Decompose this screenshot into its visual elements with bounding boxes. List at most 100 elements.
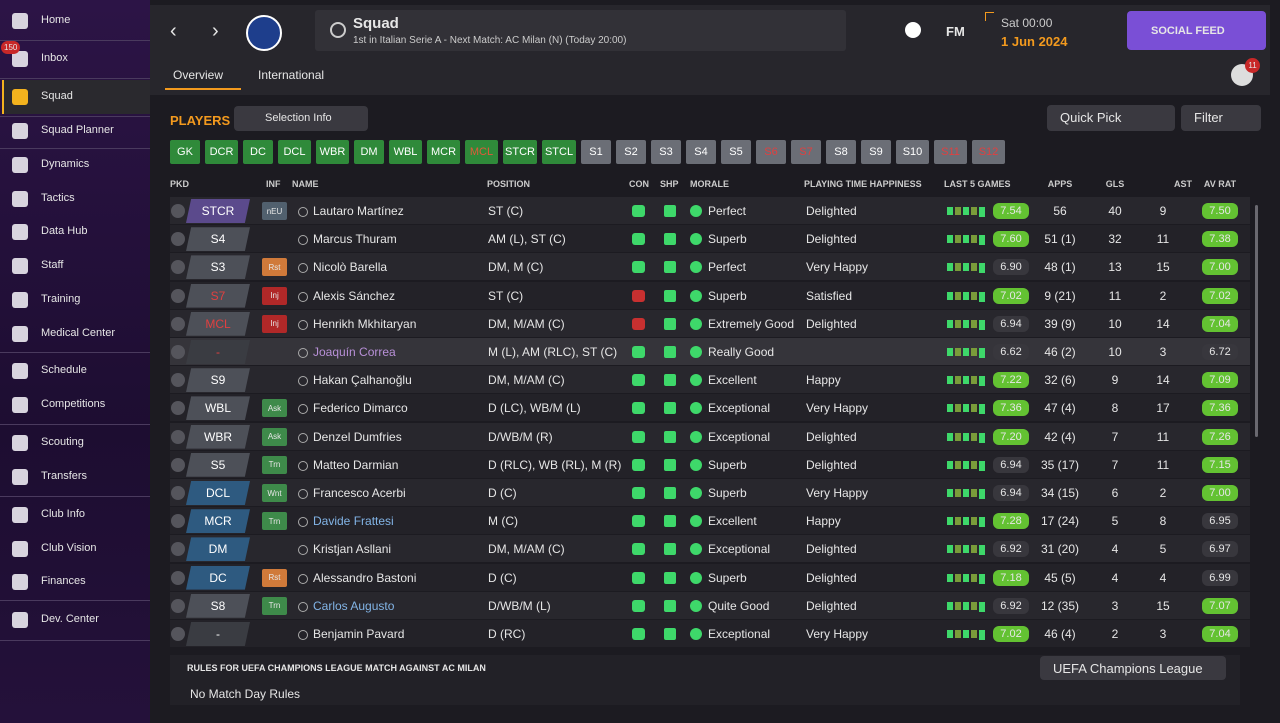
nav-item[interactable]: Schedule [41, 364, 87, 376]
position-button[interactable]: GK [170, 140, 200, 164]
position-button[interactable]: DM [354, 140, 384, 164]
nav-item[interactable]: Dev. Center [41, 613, 99, 625]
player-name[interactable]: Davide Frattesi [313, 514, 394, 529]
nav-item[interactable]: Club Vision [41, 542, 97, 554]
pkd-selector[interactable]: S4 [186, 227, 250, 252]
nav-item[interactable]: Training [41, 293, 81, 305]
position-button[interactable]: S10 [896, 140, 929, 164]
player-name[interactable]: Denzel Dumfries [313, 429, 402, 444]
position-button[interactable]: DC [243, 140, 273, 164]
table-row[interactable] [170, 535, 1250, 563]
nav-item[interactable]: Medical Center [41, 327, 115, 339]
pkd-selector[interactable]: S5 [186, 452, 250, 477]
table-row[interactable] [170, 591, 1250, 619]
position-button[interactable]: WBR [316, 140, 349, 164]
player-name[interactable]: Francesco Acerbi [313, 486, 406, 500]
column-header[interactable]: AV RAT [1203, 179, 1237, 189]
player-name[interactable]: Henrikh Mkhitaryan [313, 316, 417, 331]
position-button[interactable]: WBL [389, 140, 422, 164]
column-header[interactable]: POSITION [487, 179, 531, 189]
column-header[interactable]: INF [266, 179, 281, 189]
game-date[interactable]: 1 Jun 2024 [1001, 34, 1068, 49]
position-button[interactable]: S3 [651, 140, 681, 164]
position-button[interactable]: S1 [581, 140, 611, 164]
pkd-selector[interactable]: STCR [186, 199, 250, 223]
position-button[interactable]: S12 [972, 140, 1005, 164]
player-name[interactable]: Kristjan Asllani [313, 542, 392, 557]
position-button[interactable]: S9 [861, 140, 891, 164]
player-name[interactable]: Marcus Thuram [313, 232, 397, 247]
pkd-selector[interactable]: S9 [186, 368, 250, 393]
filter-button[interactable] [1181, 105, 1261, 131]
player-name[interactable]: Joaquín Correa [313, 345, 396, 359]
player-name[interactable]: Nicolò Barella [313, 260, 388, 275]
column-header[interactable]: APPS [1047, 179, 1073, 189]
player-name[interactable]: Lautaro Martínez [313, 204, 404, 218]
position-button[interactable]: MCR [427, 140, 460, 164]
position-button[interactable]: DCL [278, 140, 311, 164]
fm-menu[interactable]: FM [946, 24, 965, 39]
position-button[interactable]: S8 [826, 140, 856, 164]
nav-item[interactable]: Squad [41, 90, 73, 102]
tab-international[interactable]: International [258, 68, 325, 82]
nav-item[interactable]: Club Info [41, 508, 86, 520]
table-row[interactable] [170, 337, 1250, 366]
position-button[interactable]: DCR [205, 140, 238, 164]
pkd-selector[interactable]: WBL [186, 396, 250, 421]
social-feed-button[interactable] [1127, 11, 1266, 50]
pkd-selector[interactable]: S7 [186, 283, 250, 308]
table-row[interactable] [170, 196, 1250, 225]
table-row[interactable] [170, 253, 1250, 281]
table-row[interactable] [170, 281, 1250, 309]
table-row[interactable] [170, 450, 1250, 478]
table-row[interactable] [170, 478, 1250, 507]
table-row[interactable] [170, 422, 1250, 450]
player-name[interactable]: Alessandro Bastoni [313, 570, 417, 585]
table-row[interactable] [170, 225, 1250, 253]
nav-item[interactable]: Transfers [41, 470, 88, 482]
position-button[interactable]: S5 [721, 140, 751, 164]
nav-item[interactable]: Scouting [41, 436, 84, 448]
column-header[interactable]: PLAYING TIME HAPPINESS [804, 179, 922, 189]
player-name[interactable]: Carlos Augusto [313, 598, 395, 613]
table-row[interactable] [170, 309, 1250, 337]
position-button[interactable]: MCL [465, 140, 498, 164]
position-button[interactable]: STCL [542, 140, 576, 164]
position-button[interactable]: S2 [616, 140, 646, 164]
table-row[interactable] [170, 366, 1250, 394]
nav-item[interactable]: Competitions [41, 398, 106, 410]
pkd-selector[interactable]: WBR [186, 424, 250, 449]
pkd-selector[interactable]: DM [186, 537, 250, 562]
position-button[interactable]: S11 [934, 140, 967, 164]
competition-dropdown[interactable] [1040, 656, 1226, 680]
column-header[interactable]: MORALE [690, 179, 729, 189]
player-name[interactable]: Federico Dimarco [313, 401, 408, 416]
nav-item[interactable]: Tactics [41, 192, 75, 204]
player-name[interactable]: Hakan Çalhanoğlu [313, 373, 412, 388]
table-row[interactable] [170, 619, 1250, 648]
table-row[interactable] [170, 394, 1250, 422]
column-header[interactable]: NAME [292, 179, 319, 189]
nav-item[interactable]: Data Hub [41, 225, 88, 237]
table-row[interactable] [170, 507, 1250, 535]
column-header[interactable]: GLS [1105, 179, 1125, 189]
pkd-selector[interactable]: S8 [186, 593, 250, 618]
player-name[interactable]: Benjamin Pavard [313, 627, 405, 641]
pkd-selector[interactable]: MCR [186, 509, 250, 534]
nav-item[interactable]: Staff [41, 259, 64, 271]
forward-button[interactable]: › [212, 20, 219, 42]
column-header[interactable]: PKD [170, 179, 190, 189]
nav-item[interactable]: Home [41, 14, 71, 26]
back-button[interactable]: ‹ [170, 20, 177, 42]
help-button[interactable] [905, 22, 921, 38]
tab-overview[interactable]: Overview [173, 68, 224, 82]
pkd-selector[interactable]: S3 [186, 255, 250, 280]
quick-pick-button[interactable] [1047, 105, 1175, 131]
pkd-selector[interactable]: DCL [186, 481, 250, 505]
column-header[interactable]: LAST 5 GAMES [944, 179, 1011, 189]
position-button[interactable]: STCR [503, 140, 537, 164]
column-header[interactable]: AST [1174, 179, 1192, 189]
nav-item[interactable]: Inbox [41, 52, 68, 64]
pkd-selector[interactable]: DC [186, 565, 250, 590]
column-header[interactable]: SHP [660, 179, 679, 189]
